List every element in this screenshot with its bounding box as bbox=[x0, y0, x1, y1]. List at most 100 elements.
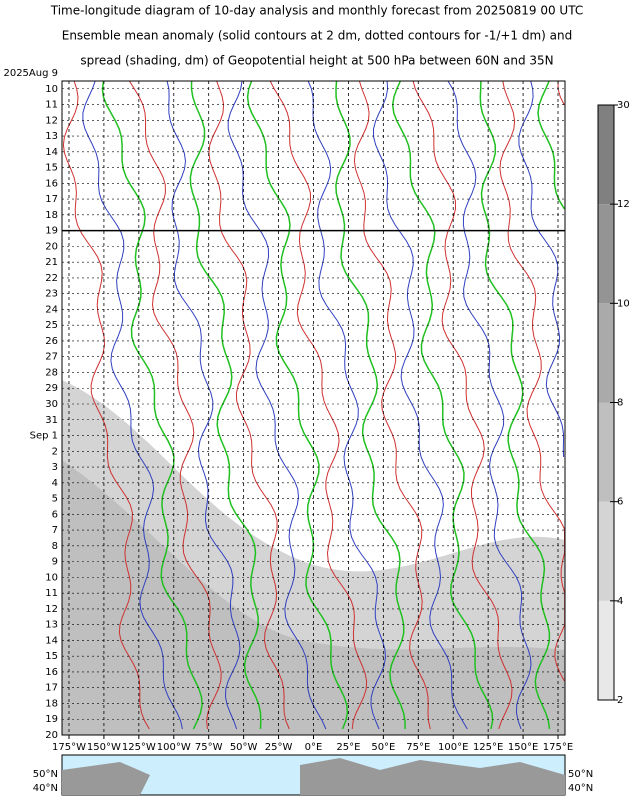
y-tick-label: 10 bbox=[45, 84, 58, 95]
colorbar-label: 4 bbox=[617, 596, 623, 607]
contour-decoration bbox=[269, 80, 368, 730]
y-tick-label: 27 bbox=[45, 352, 58, 363]
contour-decoration bbox=[335, 80, 406, 730]
y-tick-label: 23 bbox=[45, 289, 58, 300]
x-tick-label: 0°E bbox=[305, 742, 323, 753]
y-tick-label: 10 bbox=[45, 572, 58, 583]
colorbar-segment bbox=[598, 105, 614, 205]
y-tick-label: 28 bbox=[45, 367, 58, 378]
y-tick-label: 20 bbox=[45, 241, 58, 252]
x-tick-label: 100°W bbox=[157, 742, 191, 753]
y-tick-label: 31 bbox=[45, 415, 58, 426]
x-tick-label: 125°W bbox=[122, 742, 156, 753]
plot-frame bbox=[61, 80, 566, 736]
contour-decoration bbox=[353, 80, 431, 730]
map-label: 40°N bbox=[33, 783, 58, 794]
y-tick-label: 24 bbox=[45, 304, 58, 315]
contour-decoration bbox=[499, 80, 566, 682]
colorbar-label: 8 bbox=[617, 398, 623, 409]
y-tick-label: 14 bbox=[45, 635, 58, 646]
map-label: 50°N bbox=[568, 769, 593, 780]
y-tick-label: 14 bbox=[45, 147, 58, 158]
y-tick-label: 12 bbox=[45, 604, 58, 615]
x-tick-label: 125°E bbox=[473, 742, 503, 753]
x-tick-label: 50°E bbox=[371, 742, 395, 753]
y-tick-label: 4 bbox=[52, 478, 58, 489]
contour-decoration bbox=[537, 80, 566, 210]
y-tick-label: 25 bbox=[45, 320, 58, 331]
contour-decoration bbox=[101, 80, 203, 730]
y-tick-label: 13 bbox=[45, 620, 58, 631]
colorbar-label: 10 bbox=[617, 298, 630, 309]
colorbar-segment bbox=[598, 402, 614, 502]
x-tick-label: 150°E bbox=[508, 742, 538, 753]
y-tick-label: 17 bbox=[45, 194, 58, 205]
contour-decoration bbox=[479, 80, 551, 730]
y-tick-label: Sep 1 bbox=[30, 431, 58, 442]
y-tick-label: 9 bbox=[52, 557, 58, 568]
y-tick-label: 26 bbox=[45, 336, 58, 347]
y-tick-label: 6 bbox=[52, 509, 58, 520]
chart-title: spread (shading, dm) of Geopotential hei… bbox=[80, 54, 553, 68]
x-tick-label: 75°W bbox=[195, 742, 223, 753]
map-label: 40°N bbox=[568, 783, 593, 794]
contour-decoration bbox=[62, 80, 150, 730]
x-tick-label: 150°W bbox=[87, 742, 121, 753]
y-tick-label: 13 bbox=[45, 131, 58, 142]
y-tick-label: 16 bbox=[45, 667, 58, 678]
y-tick-label: 20 bbox=[45, 730, 58, 741]
contour-decoration bbox=[189, 80, 262, 730]
contour-decoration bbox=[246, 80, 349, 730]
y-tick-label: 18 bbox=[45, 210, 58, 221]
chart-title: Time-longitude diagram of 10-day analysi… bbox=[50, 4, 583, 18]
y-tick-label: 18 bbox=[45, 698, 58, 709]
x-tick-label: 25°E bbox=[336, 742, 360, 753]
y-tick-label: 22 bbox=[45, 273, 58, 284]
colorbar-label: 30 bbox=[617, 100, 630, 111]
map-land bbox=[62, 758, 565, 795]
x-tick-label: 25°W bbox=[265, 742, 293, 753]
colorbar-segment bbox=[598, 600, 614, 700]
contour-decoration bbox=[447, 80, 532, 730]
y-tick-label: 5 bbox=[52, 494, 58, 505]
y-tick-label: 29 bbox=[45, 383, 58, 394]
colorbar-label: 12 bbox=[617, 199, 630, 210]
y-tick-label: 30 bbox=[45, 399, 58, 410]
y-tick-label: 2 bbox=[52, 446, 58, 457]
x-tick-label: 175°W bbox=[52, 742, 86, 753]
contour-decoration bbox=[166, 80, 241, 730]
shading bbox=[62, 460, 565, 735]
y-tick-label: 3 bbox=[52, 462, 58, 473]
contour-decoration bbox=[391, 80, 494, 730]
y-tick-label: 19 bbox=[45, 714, 58, 725]
colorbar-label: 6 bbox=[617, 497, 623, 508]
contour-decoration bbox=[557, 81, 565, 106]
y-tick-label: 21 bbox=[45, 257, 58, 268]
contour-decoration bbox=[372, 80, 468, 730]
y-tick-label: 8 bbox=[52, 541, 58, 552]
colorbar-segment bbox=[598, 501, 614, 601]
y-tick-label: 11 bbox=[45, 588, 58, 599]
y-tick-label: 15 bbox=[45, 651, 58, 662]
y-tick-label: 17 bbox=[45, 683, 58, 694]
y-tick-label: 16 bbox=[45, 178, 58, 189]
colorbar-segment bbox=[598, 204, 614, 304]
x-tick-label: 175°E bbox=[543, 742, 573, 753]
contour-decoration bbox=[82, 80, 183, 730]
contour-decoration bbox=[307, 80, 387, 730]
contour-decoration bbox=[208, 80, 290, 730]
contour-decoration bbox=[128, 80, 222, 730]
contour-decoration bbox=[412, 80, 513, 730]
x-tick-label: 100°E bbox=[438, 742, 468, 753]
map-label: 50°N bbox=[33, 769, 58, 780]
colorbar-segment bbox=[598, 303, 614, 403]
y-tick-label: 19 bbox=[45, 226, 58, 237]
y-tick-label: 2025Aug 9 bbox=[3, 68, 58, 79]
colorbar-label: 2 bbox=[617, 695, 623, 706]
y-tick-label: 15 bbox=[45, 163, 58, 174]
y-tick-label: 7 bbox=[52, 525, 58, 536]
y-tick-label: 12 bbox=[45, 115, 58, 126]
contour-decoration bbox=[227, 80, 327, 730]
x-tick-label: 75°E bbox=[406, 742, 430, 753]
